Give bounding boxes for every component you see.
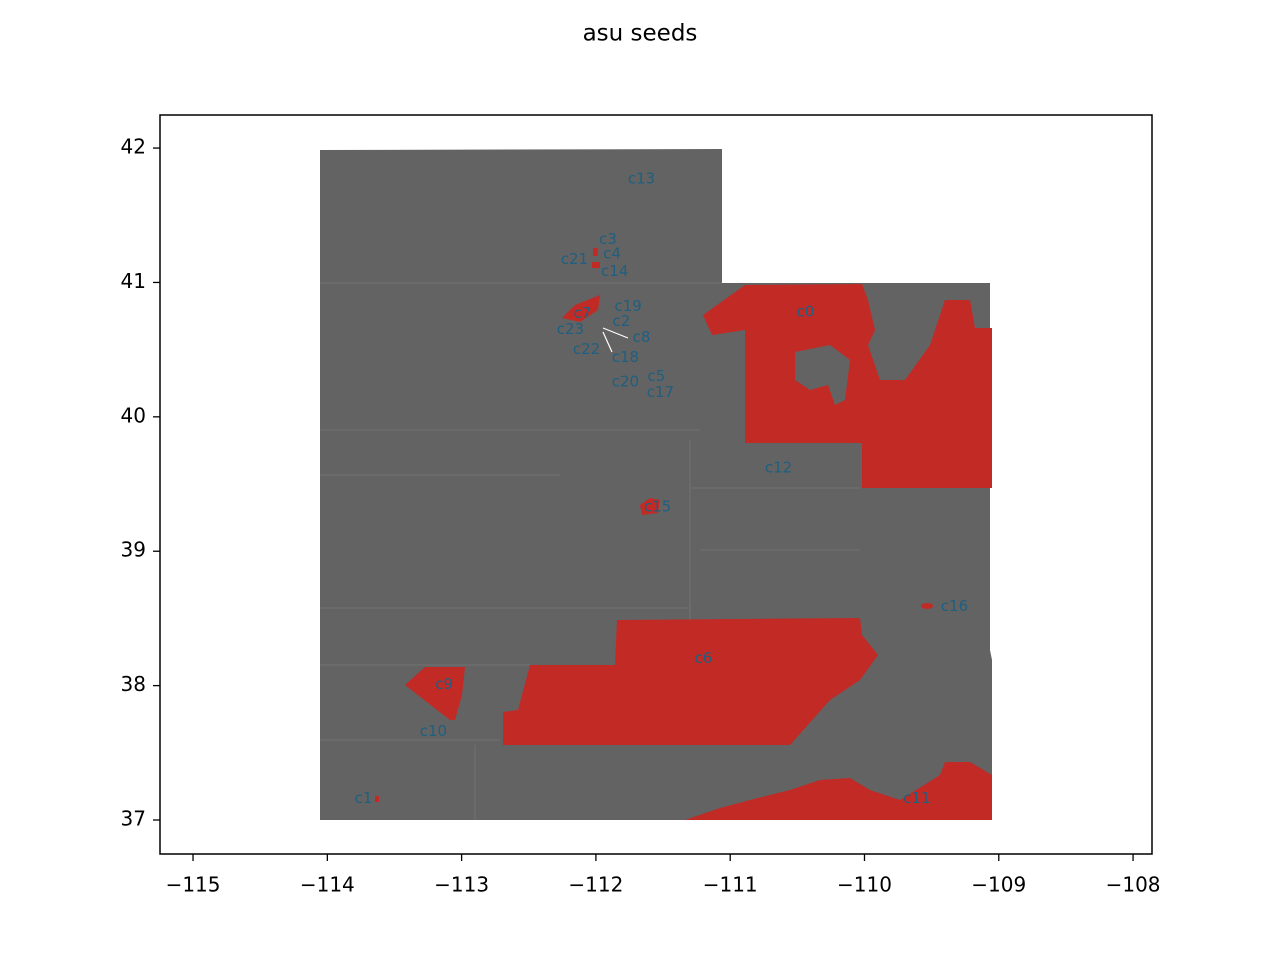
y-tick-label: 38: [121, 672, 146, 696]
region-hole: [795, 345, 850, 405]
y-tick-label: 37: [121, 806, 146, 830]
region: [562, 295, 600, 322]
seed-label: c23: [557, 320, 584, 338]
seed-label: c8: [633, 328, 651, 346]
seed-label: c16: [941, 597, 968, 615]
y-tick-label: 42: [121, 135, 146, 159]
x-tick-label: −111: [703, 873, 758, 897]
region: [375, 796, 379, 802]
seed-label: c14: [601, 262, 628, 280]
y-tick-label: 41: [121, 269, 146, 293]
seed-label: c6: [694, 649, 712, 667]
region: [685, 762, 992, 820]
region: [862, 300, 992, 488]
chart-title: asu seeds: [583, 21, 698, 47]
boundaries: [320, 429, 860, 820]
seed-label: c22: [573, 340, 600, 358]
x-tick-label: −112: [568, 873, 623, 897]
seed-label: c17: [647, 383, 674, 401]
seed-label: c3: [599, 230, 617, 248]
seed-label: c1: [355, 789, 373, 807]
region: [593, 248, 598, 256]
seed-label: c11: [903, 789, 930, 807]
seed-label: c9: [435, 675, 453, 693]
x-tick-label: −113: [434, 873, 489, 897]
seed-label: c12: [765, 458, 792, 476]
seed-label: c5: [647, 367, 665, 385]
seed-label: c18: [612, 348, 639, 366]
seed-label: c4: [603, 245, 621, 263]
x-tick-label: −108: [1106, 873, 1161, 897]
map-shapes: [320, 149, 992, 820]
region: [405, 667, 465, 720]
region: [921, 603, 933, 609]
seed-label: c19: [614, 297, 641, 315]
seed-label: c20: [612, 372, 639, 390]
x-tick-label: −114: [300, 873, 355, 897]
leader-line: [602, 331, 613, 353]
seed-label: c15: [644, 497, 671, 515]
region: [503, 618, 878, 745]
seed-label: c21: [561, 250, 588, 268]
seed-label: c7: [574, 304, 592, 322]
seed-label: c0: [796, 303, 814, 321]
axes-frame: [159, 114, 1153, 855]
seed-label: c10: [420, 722, 447, 740]
x-tick-label: −110: [837, 873, 892, 897]
y-tick-label: 40: [121, 403, 146, 427]
seed-label: c13: [628, 169, 655, 187]
y-tick-label: 39: [121, 538, 146, 562]
x-tick-label: −115: [166, 873, 221, 897]
region: [640, 498, 660, 515]
region: [592, 262, 600, 268]
seed-label: c2: [613, 312, 631, 330]
x-tick-label: −109: [971, 873, 1026, 897]
leader-line: [602, 327, 629, 339]
